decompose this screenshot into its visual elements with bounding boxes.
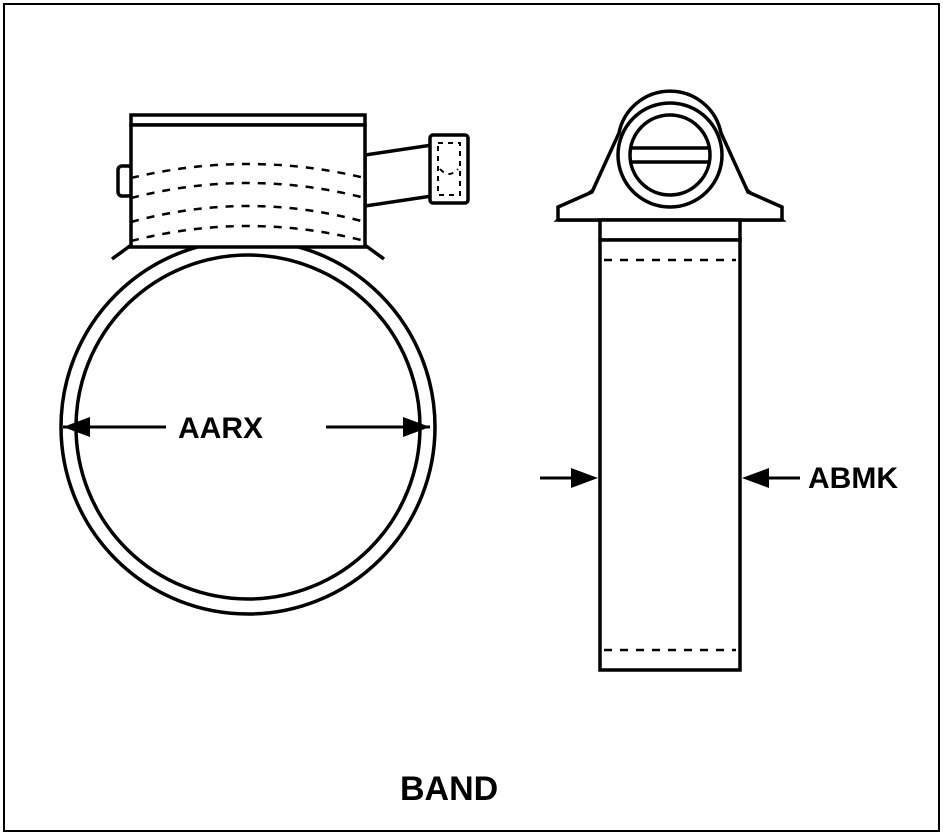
aarx-label: AARX	[178, 412, 263, 446]
side-view	[520, 0, 940, 720]
front-view	[0, 0, 520, 700]
title-label: BAND	[400, 770, 498, 809]
drawing-canvas: AARX ABMK BAND	[0, 0, 943, 835]
abmk-label: ABMK	[808, 462, 898, 496]
